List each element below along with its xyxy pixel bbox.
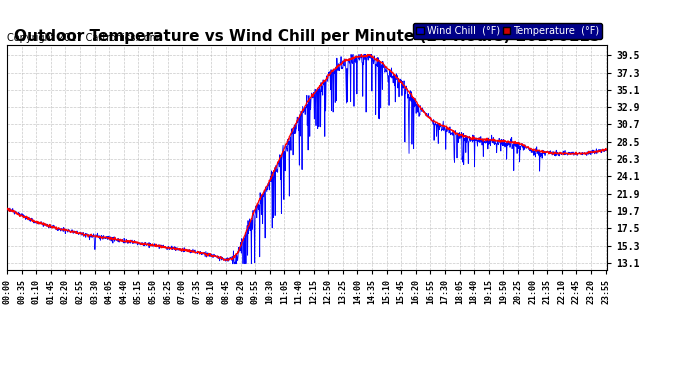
Legend: Wind Chill  (°F), Temperature  (°F): Wind Chill (°F), Temperature (°F)	[413, 23, 602, 39]
Title: Outdoor Temperature vs Wind Chill per Minute (24 Hours) 20170115: Outdoor Temperature vs Wind Chill per Mi…	[14, 29, 600, 44]
Text: Copyright 2017 Cartronics.com: Copyright 2017 Cartronics.com	[7, 33, 159, 43]
